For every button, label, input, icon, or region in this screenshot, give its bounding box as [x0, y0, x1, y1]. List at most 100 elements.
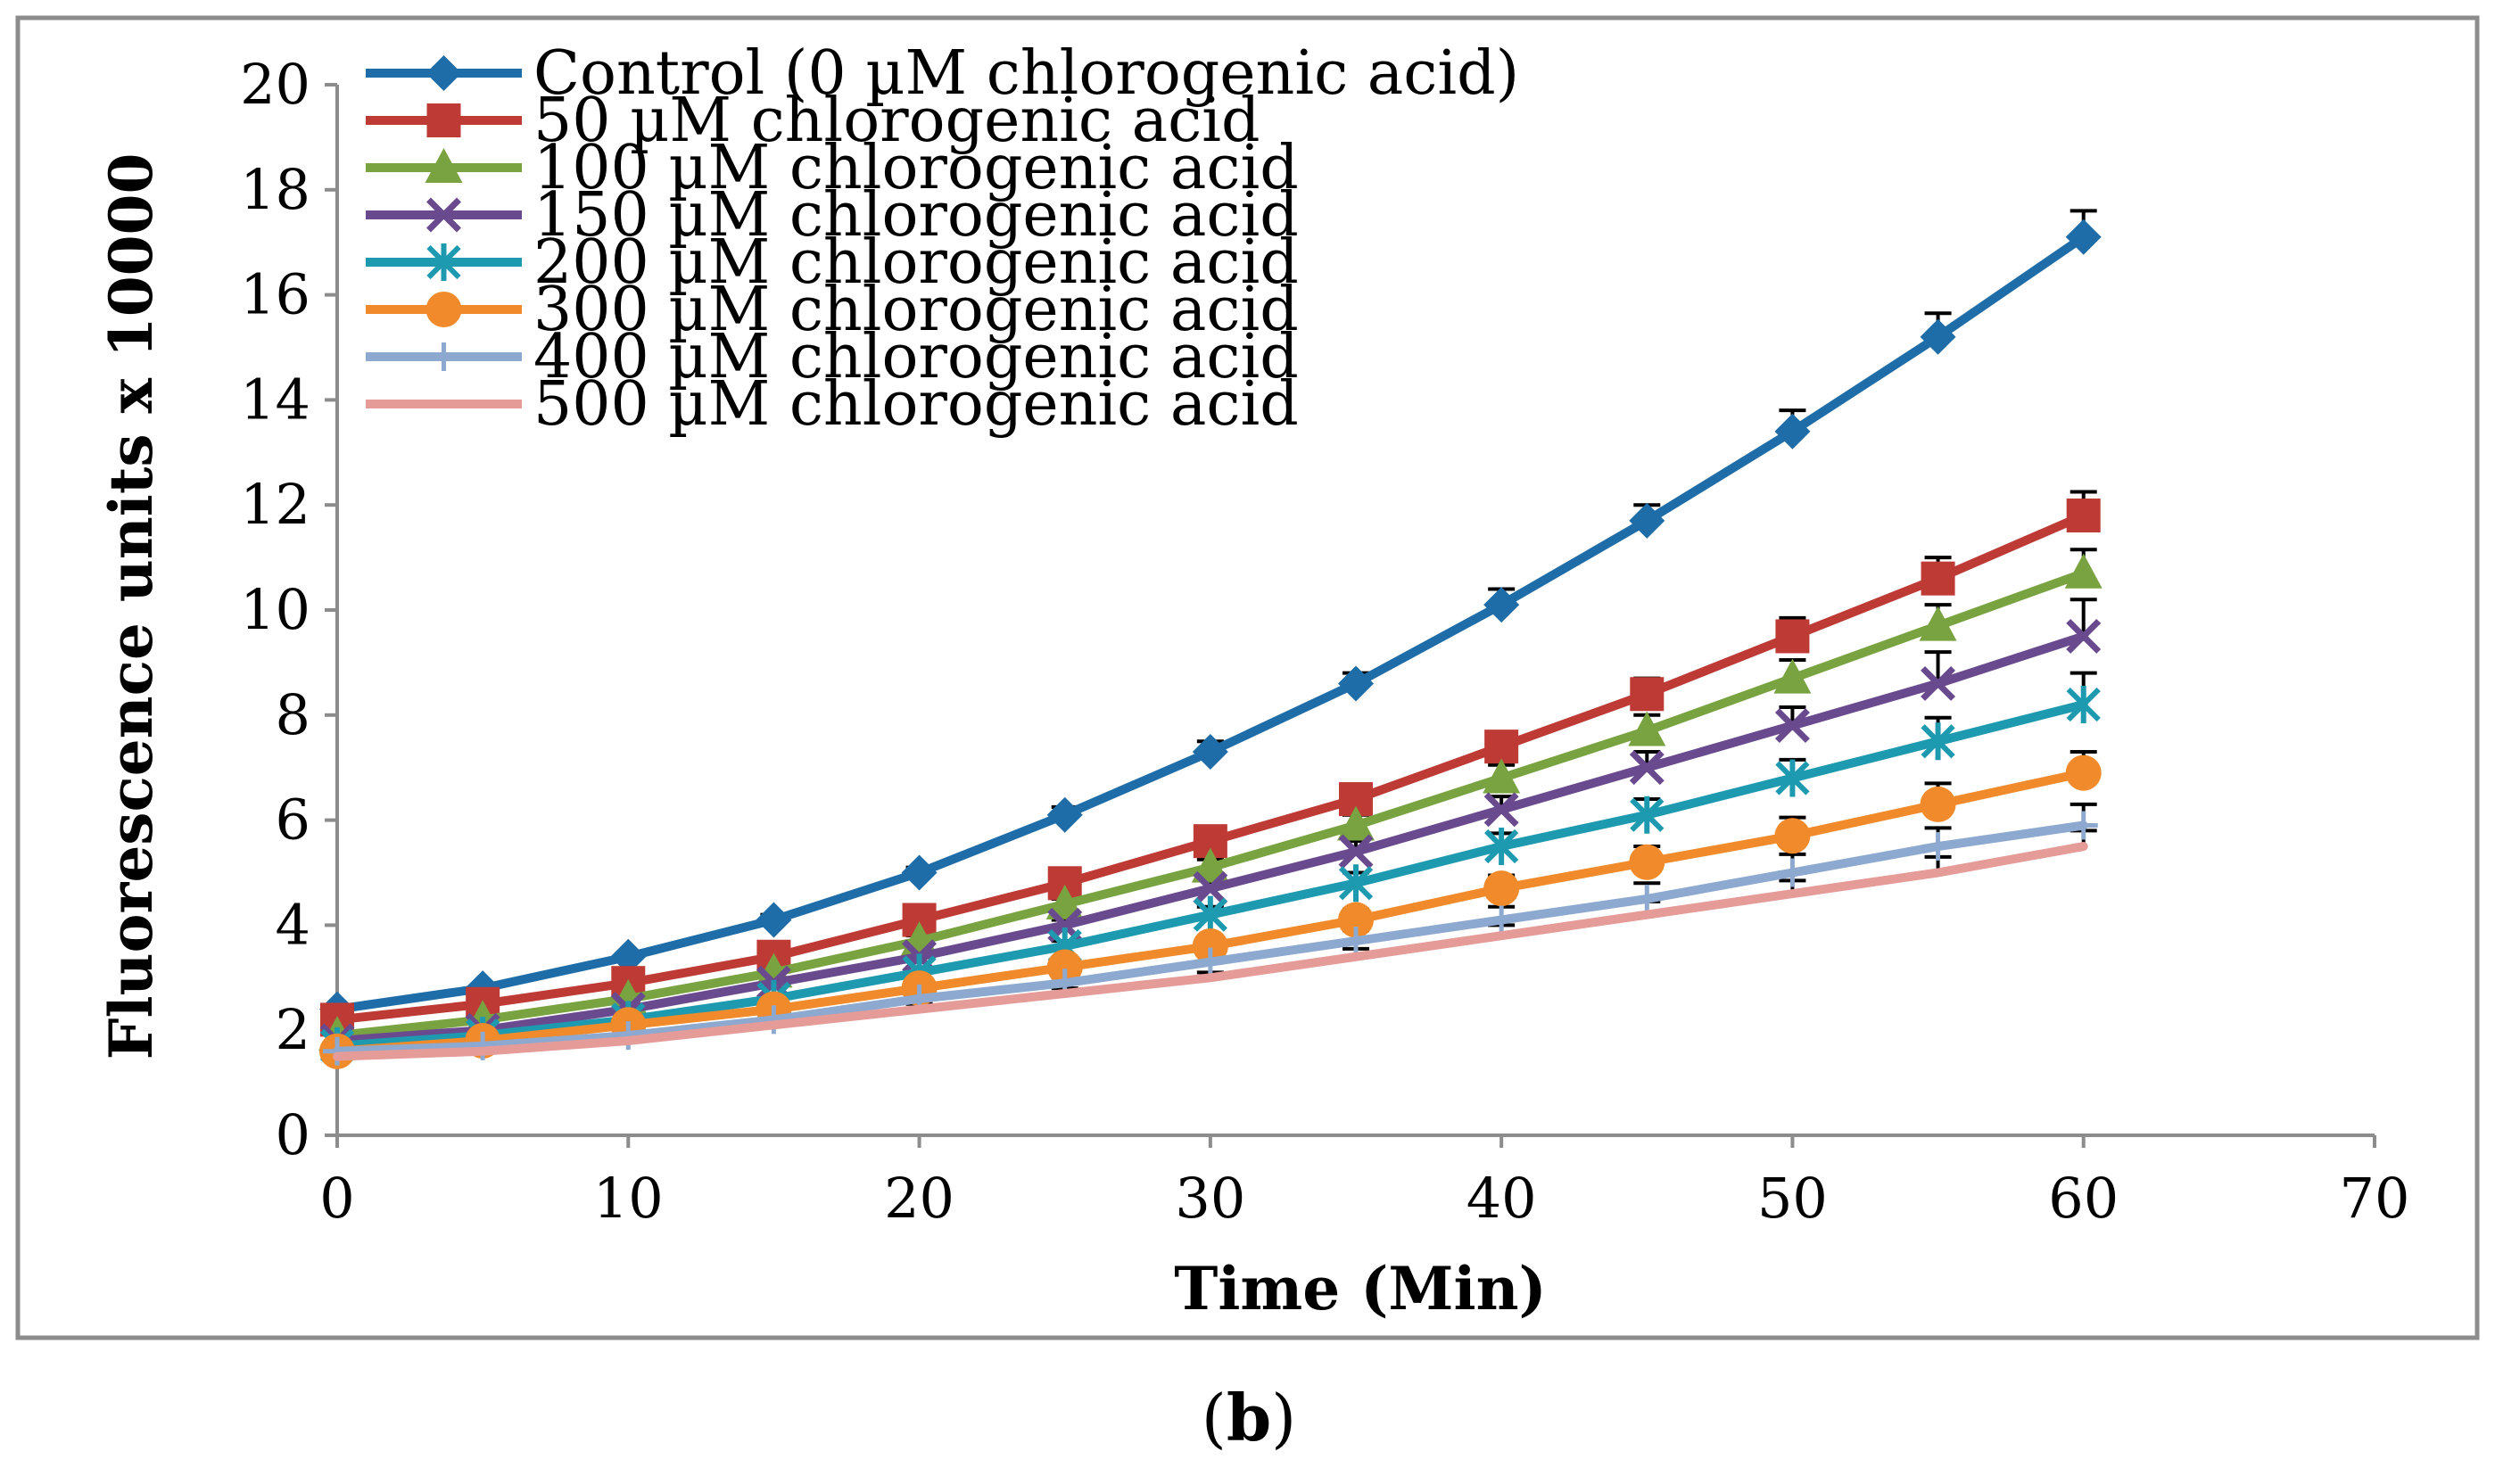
data-point-marker: [2066, 686, 2101, 724]
legend-marker: [425, 292, 462, 327]
data-point-marker: [1632, 884, 1662, 913]
y-tick-label: 16: [240, 262, 310, 327]
data-point-marker: [1483, 870, 1520, 907]
y-tick-label: 10: [240, 577, 310, 642]
series-1: [319, 218, 2102, 1027]
data-point-marker: [1046, 949, 1083, 985]
legend-item-7: 400 µM chlorogenic acid: [366, 322, 1299, 392]
series-7: [323, 811, 2098, 1066]
legend-marker: [425, 148, 463, 183]
legend-label: 500 µM chlorogenic acid: [533, 369, 1299, 440]
x-tick-label: 0: [319, 1166, 354, 1231]
data-point-marker: [1338, 834, 1374, 870]
legend-label: 100 µM chlorogenic acid: [533, 133, 1299, 203]
y-tick-label: 8: [276, 682, 310, 747]
data-point-marker: [1342, 927, 1370, 956]
series-line: [333, 842, 2088, 1061]
legend-item-5: 200 µM chlorogenic acid: [366, 227, 1299, 298]
x-tick-label: 60: [2048, 1166, 2119, 1231]
series-8: [333, 842, 2088, 1061]
y-axis-title: Fluorescence units x 10000: [96, 153, 166, 1060]
x-tick-label: 10: [593, 1166, 664, 1231]
data-point-marker: [1484, 730, 1519, 764]
legend-marker: [429, 342, 459, 371]
data-point-marker: [1775, 759, 1810, 797]
data-point-marker: [1921, 722, 1955, 761]
data-point-marker: [1193, 895, 1227, 934]
data-point-marker: [1483, 758, 1521, 794]
data-point-marker: [1774, 708, 1810, 744]
caption-letter: b: [1227, 1380, 1271, 1455]
legend-marker: [425, 55, 462, 91]
data-point-marker: [1630, 677, 1665, 712]
data-point-marker: [2066, 498, 2101, 532]
x-tick-label: 30: [1175, 1166, 1245, 1231]
caption-open-paren: (: [1202, 1381, 1227, 1455]
data-point-marker: [1629, 844, 1665, 880]
legend-marker: [426, 243, 461, 281]
y-tick-label: 12: [240, 472, 310, 537]
legend-label: 150 µM chlorogenic acid: [533, 180, 1299, 251]
y-tick-label: 4: [276, 892, 310, 957]
legend-label: 300 µM chlorogenic acid: [533, 275, 1299, 345]
legend-item-6: 300 µM chlorogenic acid: [366, 275, 1299, 345]
legend-marker: [426, 197, 461, 233]
legend-item-8: 500 µM chlorogenic acid: [366, 369, 1299, 440]
legend-marker: [426, 103, 461, 137]
data-point-marker: [1778, 858, 1807, 887]
data-point-marker: [1628, 711, 1666, 746]
y-tick-label: 20: [240, 52, 310, 117]
data-point-marker: [1483, 792, 1519, 828]
data-point-marker: [2069, 811, 2098, 840]
series-layer: [318, 218, 2103, 1069]
legend-label: 200 µM chlorogenic acid: [533, 227, 1299, 298]
data-point-marker: [610, 938, 647, 975]
data-point-marker: [2064, 553, 2103, 589]
y-tick-label: 14: [240, 367, 310, 432]
data-point-marker: [1774, 818, 1811, 854]
data-point-marker: [1629, 750, 1665, 786]
data-point-marker: [1923, 832, 1953, 862]
data-point-marker: [1192, 734, 1228, 771]
legend-item-2: 50 µM chlorogenic acid: [366, 86, 1260, 156]
legend-item-4: 150 µM chlorogenic acid: [366, 180, 1299, 251]
data-point-marker: [1338, 902, 1374, 938]
x-tick-label: 20: [884, 1166, 954, 1231]
y-tick-label: 2: [276, 997, 310, 1062]
data-point-marker: [1630, 796, 1665, 834]
data-point-marker: [901, 854, 938, 891]
data-point-marker: [1487, 905, 1516, 935]
x-tick-label: 50: [1757, 1166, 1828, 1231]
y-tick-label: 18: [240, 157, 310, 222]
data-point-marker: [1775, 619, 1810, 654]
legend-item-1: Control (0 µM chlorogenic acid): [366, 38, 1519, 109]
caption-close-paren: ): [1271, 1381, 1296, 1455]
data-point-marker: [756, 902, 792, 938]
data-point-marker: [1192, 928, 1228, 964]
data-point-marker: [2065, 754, 2102, 791]
legend: Control (0 µM chlorogenic acid)50 µM chl…: [366, 38, 1519, 440]
x-tick-label: 40: [1466, 1166, 1537, 1231]
data-point-marker: [1919, 606, 1957, 641]
data-point-marker: [1920, 318, 1956, 355]
data-point-marker: [1773, 658, 1812, 694]
data-point-marker: [1921, 561, 1955, 596]
y-tick-label: 6: [276, 787, 310, 853]
data-point-marker: [1338, 665, 1374, 702]
y-tick-label: 0: [276, 1102, 310, 1167]
data-point-marker: [1629, 502, 1665, 539]
data-point-marker: [1045, 884, 1084, 919]
legend-label: 400 µM chlorogenic acid: [533, 322, 1299, 392]
data-point-marker: [1046, 796, 1083, 833]
x-axis-title: Time (Min): [1174, 1254, 1547, 1323]
axes-layer: 0 10 20 30 40 50 60 70 0 2 4 6 8 10 12 14 16 18 20: [240, 52, 2409, 1231]
legend-item-3: 100 µM chlorogenic acid: [366, 133, 1299, 203]
legend-label: 50 µM chlorogenic acid: [533, 86, 1260, 156]
data-point-marker: [2066, 618, 2102, 654]
data-point-marker: [1921, 665, 1956, 701]
x-tick-label: 70: [2340, 1166, 2410, 1231]
legend-label: Control (0 µM chlorogenic acid): [533, 38, 1519, 109]
data-point-marker: [1483, 587, 1520, 623]
